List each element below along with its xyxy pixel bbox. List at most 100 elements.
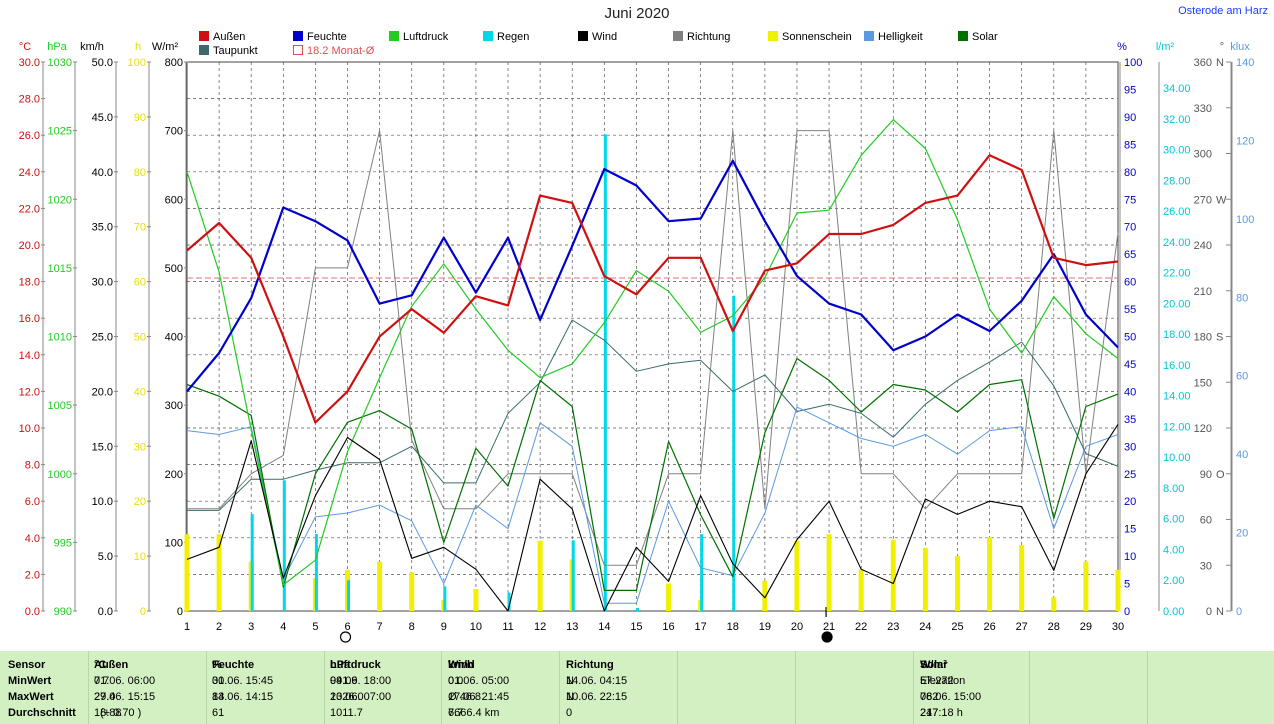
- rain-tick-label: 18.00: [1163, 329, 1191, 341]
- direction-cardinal-label: N: [1216, 606, 1224, 618]
- legend-item: Sonnenschein: [768, 31, 852, 43]
- x-tick-label: 25: [951, 621, 963, 633]
- rain-axis-unit: l/m²: [1156, 41, 1175, 53]
- humidity-tick-label: 75: [1124, 194, 1136, 206]
- station-name[interactable]: Osterode am Harz: [1178, 5, 1268, 17]
- legend-label: Feuchte: [307, 31, 347, 43]
- sun-tick-label: 30: [134, 441, 146, 453]
- rain-bar: [443, 586, 447, 611]
- pressure-tick-label: 1000: [48, 469, 72, 481]
- stats-richtung-min-value: N: [566, 675, 574, 687]
- lux-tick-label: 60: [1236, 371, 1248, 383]
- legend-swatch: [673, 31, 683, 41]
- rain-tick-label: 6.00: [1163, 514, 1184, 526]
- stats-aussen-avg-value: 18.88: [94, 707, 122, 719]
- sunshine-bar: [184, 534, 190, 611]
- sunshine-bar: [666, 583, 672, 611]
- legend-label: Solar: [972, 31, 998, 43]
- x-tick-label: 29: [1080, 621, 1092, 633]
- x-tick-label: 10: [470, 621, 482, 633]
- legend-label: Außen: [213, 31, 246, 43]
- humidity-tick-label: 50: [1124, 332, 1136, 344]
- stats-label-min: MinWert: [8, 675, 52, 687]
- lux-tick-label: 80: [1236, 292, 1248, 304]
- sunshine-bar: [922, 547, 928, 611]
- stats-wind-avg-value: 7.7: [448, 707, 464, 719]
- legend-label: Taupunkt: [213, 45, 258, 57]
- lux-tick-label: 140: [1236, 57, 1254, 69]
- direction-tick-label: 210: [1194, 286, 1212, 298]
- legend-swatch: [483, 31, 493, 41]
- solar-tick-label: 700: [165, 126, 183, 138]
- temp-tick-label: 24.0: [19, 167, 40, 179]
- lux-tick-label: 100: [1236, 214, 1254, 226]
- humidity-tick-label: 10: [1124, 551, 1136, 563]
- stats-aussen-delta: (+ 0.70 ): [100, 707, 142, 719]
- rain-tick-label: 12.00: [1163, 421, 1191, 433]
- new-moon-icon: [821, 631, 833, 643]
- legend-label: Sonnenschein: [782, 31, 852, 43]
- legend-item: Wind: [578, 31, 617, 43]
- legend-label: Regen: [497, 31, 530, 43]
- solar-axis-unit: W/m²: [152, 41, 179, 53]
- legend-label: Helligkeit: [878, 31, 923, 43]
- wind-axis-unit: km/h: [80, 41, 104, 53]
- direction-tick-label: 0: [1206, 606, 1212, 618]
- stats-wind-max-value: Ø 46.8: [448, 691, 482, 703]
- stats-aussen-min-time: 01.06. 06:00: [94, 675, 156, 687]
- rain-tick-label: 22.00: [1163, 268, 1191, 280]
- legend-swatch: [958, 31, 968, 41]
- lux-axis-unit: klux: [1230, 41, 1250, 53]
- stats-aussen-max-value: 29.4: [94, 691, 116, 703]
- rain-bar: [282, 480, 286, 611]
- sunshine-bar: [987, 536, 993, 611]
- series-line-helligkeit: [186, 406, 1119, 604]
- sunshine-bar: [216, 534, 222, 611]
- wind-tick-label: 5.0: [98, 551, 113, 563]
- rain-tick-label: 10.00: [1163, 452, 1191, 464]
- stats-feuchte-avg-value: 61: [212, 707, 225, 719]
- stats-unit-aussen: °C: [94, 659, 107, 671]
- rain-tick-label: 28.00: [1163, 175, 1191, 187]
- temp-tick-label: 16.0: [19, 313, 40, 325]
- weather-chart: 0.02.04.06.08.010.012.014.016.018.020.02…: [19, 41, 1254, 643]
- wind-tick-label: 25.0: [92, 332, 113, 344]
- x-tick-label: 7: [377, 621, 383, 633]
- legend-label: Wind: [592, 31, 618, 43]
- sun-tick-label: 60: [134, 277, 146, 289]
- direction-cardinal-label: S: [1216, 332, 1223, 344]
- x-tick-label: 19: [759, 621, 771, 633]
- pressure-tick-label: 990: [54, 606, 72, 618]
- humidity-tick-label: 70: [1124, 222, 1136, 234]
- humidity-tick-label: 95: [1124, 84, 1136, 96]
- stats-unit-feuchte: %: [212, 659, 222, 671]
- humidity-axis-unit: %: [1117, 41, 1127, 53]
- rain-bar: [700, 534, 704, 611]
- humidity-tick-label: 90: [1124, 112, 1136, 124]
- pressure-tick-label: 1010: [48, 332, 72, 344]
- stats-feuchte-max-time: 14.06. 14:15: [212, 691, 274, 703]
- stats-luftdruck-avg-value: 1011.7: [330, 707, 363, 719]
- legend-item: 18.2 Monat-Ø: [293, 45, 374, 57]
- chart-title: Juni 2020: [604, 5, 670, 22]
- rain-bar: [635, 607, 639, 611]
- sun-tick-label: 90: [134, 112, 146, 124]
- wind-tick-label: 35.0: [92, 222, 113, 234]
- stats-unit-luftdruck: hPa: [330, 659, 351, 671]
- wind-tick-label: 10.0: [92, 496, 113, 508]
- wind-tick-label: 45.0: [92, 112, 113, 124]
- humidity-tick-label: 0: [1124, 606, 1130, 618]
- rain-bar: [603, 134, 607, 611]
- direction-tick-label: 150: [1194, 377, 1212, 389]
- temp-tick-label: 6.0: [25, 496, 40, 508]
- stats-luftdruck-max-value: 1026.0: [330, 691, 364, 703]
- sun-tick-label: 40: [134, 386, 146, 398]
- legend-swatch: [293, 31, 303, 41]
- x-tick-label: 2: [216, 621, 222, 633]
- direction-tick-label: 360: [1194, 57, 1212, 69]
- rain-bar: [314, 534, 318, 611]
- legend-swatch: [199, 31, 209, 41]
- direction-axis-unit: °: [1220, 41, 1224, 53]
- x-tick-label: 21: [823, 621, 835, 633]
- direction-tick-label: 240: [1194, 240, 1212, 252]
